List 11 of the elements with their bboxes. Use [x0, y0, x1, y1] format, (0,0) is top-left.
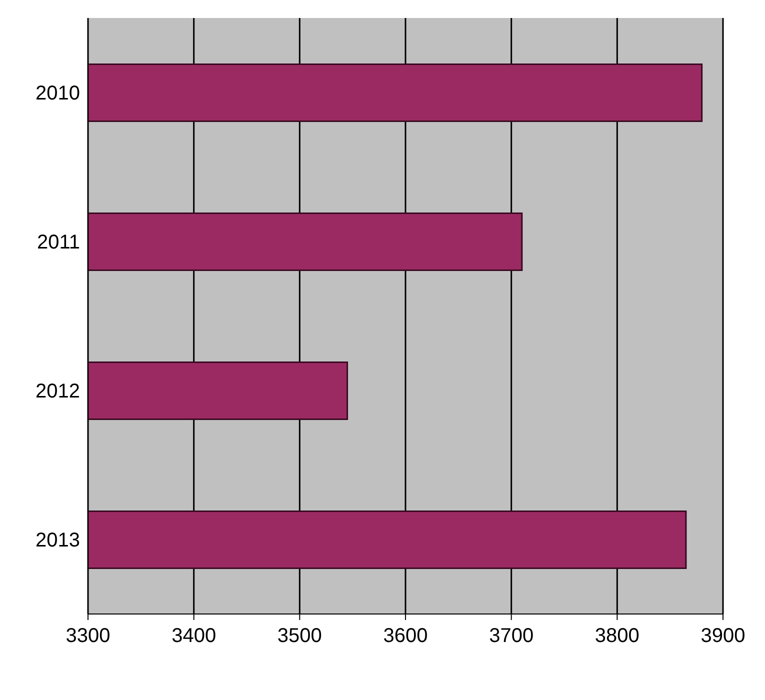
y-tick-label: 2012: [36, 380, 80, 403]
y-tick-label: 2011: [36, 232, 80, 254]
x-tick-label: 3300: [66, 625, 110, 648]
x-tick-label: 3400: [172, 625, 216, 648]
x-tick-label: 3800: [594, 625, 640, 648]
y-tick-label: 2010: [36, 82, 80, 105]
y-tick-label: 2013: [36, 530, 80, 552]
x-tick-label: 3900: [700, 625, 746, 648]
x-tick-label: 3600: [383, 625, 428, 648]
x-tick-label: 3700: [489, 625, 534, 648]
x-tick-label: 3500: [277, 625, 322, 648]
